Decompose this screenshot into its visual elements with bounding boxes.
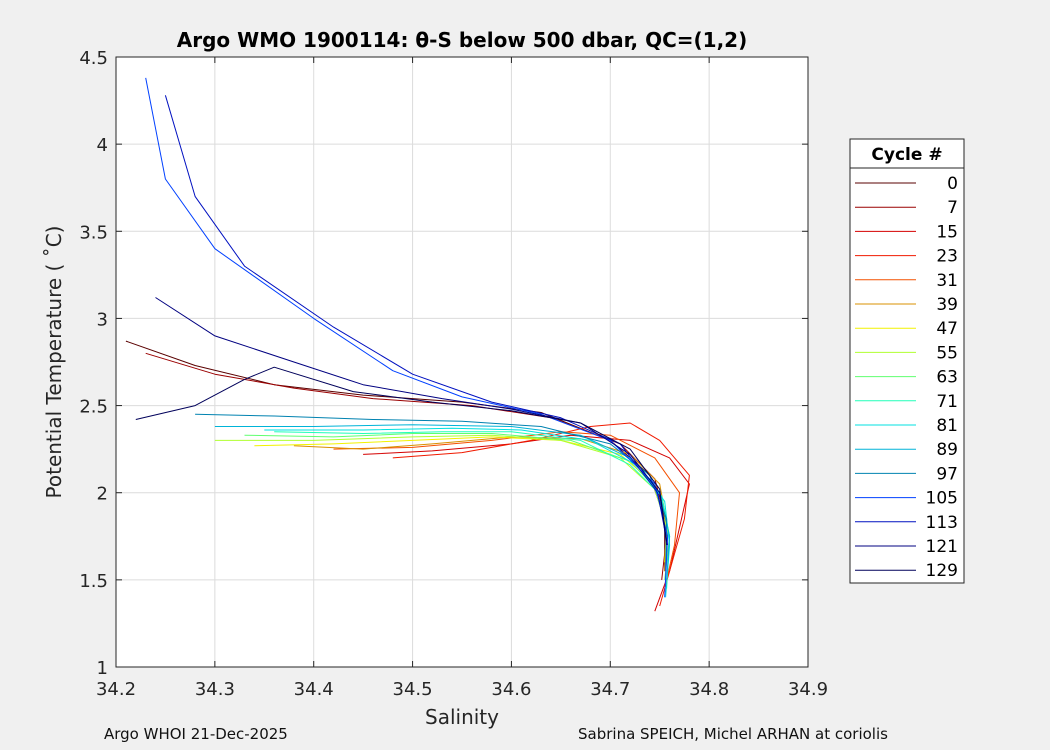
- x-tick-label: 34.8: [689, 679, 729, 700]
- series-line-cycle-129: [135, 366, 668, 542]
- legend-label: 7: [947, 198, 958, 218]
- x-tick-label: 34.6: [491, 679, 531, 700]
- legend-label: 81: [936, 416, 958, 436]
- series-group: [125, 77, 690, 612]
- plot-area: [116, 57, 808, 667]
- legend-title: Cycle #: [871, 145, 942, 165]
- series-line-cycle-121: [155, 297, 668, 546]
- legend-label: 39: [936, 295, 958, 315]
- series-line-cycle-113: [164, 95, 669, 546]
- legend-label: 63: [936, 368, 958, 388]
- y-tick-label: 2.5: [79, 397, 108, 418]
- chart-title: Argo WMO 1900114: θ-S below 500 dbar, QC…: [177, 28, 747, 52]
- series-line-cycle-31: [333, 431, 680, 589]
- legend-label: 121: [926, 537, 958, 557]
- footer-credit-left: Argo WHOI 21-Dec-2025: [104, 725, 288, 743]
- series-line-cycle-15: [363, 434, 690, 612]
- legend-label: 0: [947, 174, 958, 194]
- legend-label: 55: [936, 343, 958, 363]
- y-tick-label: 4.5: [79, 48, 108, 69]
- x-tick-label: 34.2: [96, 679, 136, 700]
- x-axis-label: Salinity: [425, 705, 499, 729]
- legend-label: 23: [936, 247, 958, 267]
- legend-label: 89: [936, 440, 958, 460]
- legend-label: 97: [936, 464, 958, 484]
- legend-label: 113: [926, 513, 958, 533]
- y-tick-label: 3.5: [79, 222, 108, 243]
- legend-label: 47: [936, 319, 958, 339]
- legend-label: 105: [926, 489, 958, 509]
- series-line-cycle-23: [392, 422, 690, 607]
- legend-label: 71: [936, 392, 958, 412]
- y-tick-label: 4: [97, 135, 108, 156]
- legend-label: 31: [936, 271, 958, 291]
- x-tick-label: 34.4: [294, 679, 334, 700]
- y-tick-label: 1: [97, 658, 108, 679]
- y-tick-label: 2: [97, 484, 108, 505]
- y-axis-label: Potential Temperature ( ˚C): [42, 226, 66, 499]
- legend: Cycle # 0 7 15 23 31 39 47 55 63 71 81 89 97 105 113 12…: [849, 138, 965, 584]
- x-tick-label: 34.3: [195, 679, 235, 700]
- y-tick-label: 1.5: [79, 571, 108, 592]
- plot-frame: [115, 56, 809, 668]
- legend-label: 129: [926, 561, 958, 581]
- legend-entries: 0 7 15 23 31 39 47 55 63 71 81 89 97 105 113 121 129: [855, 174, 958, 581]
- y-tick-label: 3: [97, 309, 108, 330]
- x-tick-label: 34.9: [788, 679, 828, 700]
- legend-box: [849, 138, 965, 584]
- x-tick-label: 34.7: [590, 679, 630, 700]
- legend-label: 15: [936, 222, 958, 242]
- footer-credit-right: Sabrina SPEICH, Michel ARHAN at coriolis: [578, 725, 888, 743]
- grid: [115, 56, 809, 668]
- ticks: 34.2 34.3 34.4 34.5 34.6 34.7 34.8 34.911.522.5…: [79, 48, 828, 700]
- x-tick-label: 34.5: [393, 679, 433, 700]
